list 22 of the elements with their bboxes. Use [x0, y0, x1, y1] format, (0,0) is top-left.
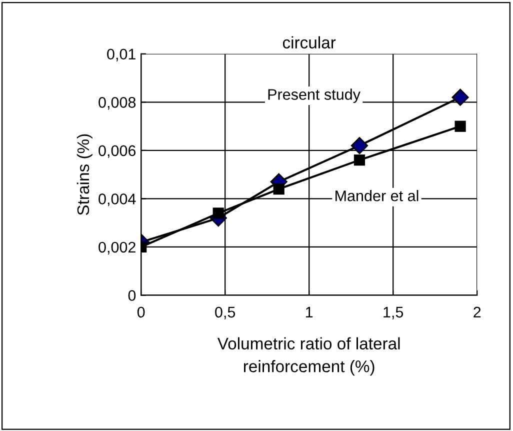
y-axis-title: Strains (%)	[76, 134, 92, 216]
x-tick-label: 0	[137, 306, 145, 318]
y-tick-label: 0	[128, 290, 136, 301]
y-tick-label: 0,002	[98, 242, 136, 254]
y-tick-label: 0,004	[98, 194, 136, 206]
x-tick-label: 2	[474, 306, 481, 318]
text: Present study	[268, 88, 360, 103]
x-tick-label: 1	[306, 306, 313, 318]
point	[212, 208, 224, 219]
chart-title: circular	[282, 36, 336, 48]
x-axis-title: Volumetric ratio of lateral reinforcement (%)	[217, 337, 400, 376]
point	[273, 183, 284, 195]
point	[452, 88, 469, 106]
y-tick-label: 0,006	[98, 145, 136, 158]
series-label: Mander et al	[336, 190, 418, 202]
x-tick-label: 0,5	[215, 306, 236, 320]
point	[350, 137, 368, 154]
point	[454, 120, 466, 132]
x-tick-label: 1,5	[384, 306, 404, 320]
y-tick-label: 0,008	[98, 97, 136, 110]
y-tick-label: 0,01	[107, 48, 136, 62]
point	[354, 154, 366, 166]
